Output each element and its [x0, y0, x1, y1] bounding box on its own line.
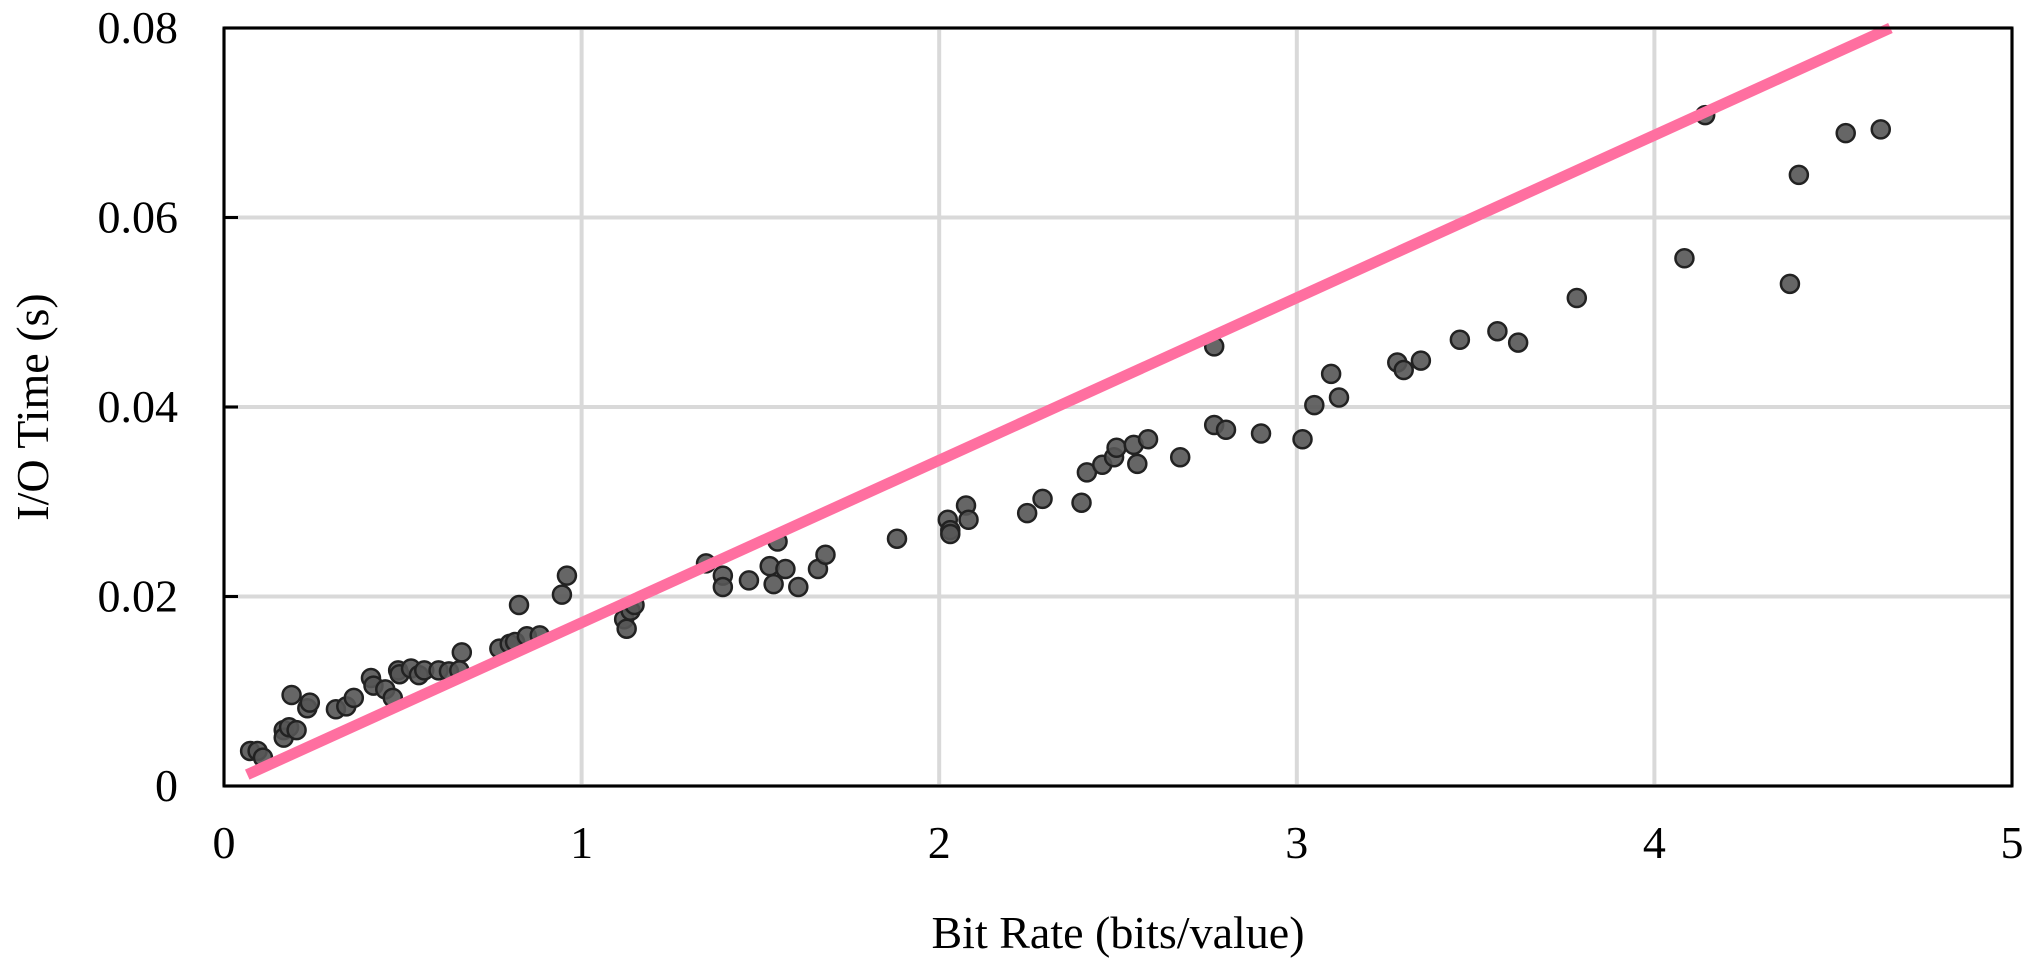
x-tick-label: 2	[928, 817, 951, 868]
data-point	[1674, 247, 1695, 269]
data-point	[1870, 119, 1892, 140]
data-point	[1215, 419, 1237, 440]
data-point	[556, 565, 578, 586]
data-point	[451, 642, 473, 663]
data-point	[1566, 287, 1588, 309]
fit-line	[244, 22, 1893, 780]
x-tick-label: 3	[1285, 817, 1308, 868]
data-point	[1393, 359, 1414, 381]
data-point	[815, 544, 836, 566]
data-point	[712, 576, 734, 598]
x-tick-label: 1	[570, 817, 593, 868]
data-point	[343, 687, 365, 709]
data-point	[299, 692, 321, 713]
data-point	[1835, 122, 1856, 144]
data-point	[1106, 437, 1127, 458]
data-point	[508, 594, 530, 616]
data-point	[1779, 273, 1801, 295]
data-point	[958, 509, 979, 531]
data-marks	[239, 22, 1893, 780]
y-tick-label: 0.02	[98, 571, 179, 622]
data-point	[1071, 492, 1092, 513]
data-point	[1250, 423, 1272, 444]
data-point	[788, 576, 809, 598]
y-tick-label: 0.06	[98, 192, 179, 243]
data-point	[1304, 394, 1325, 416]
data-point	[738, 570, 760, 591]
tick-labels: 0 1 2 3 4 5 0 0.02 0.04 0.06 0.08	[98, 2, 2024, 868]
data-point	[1320, 363, 1342, 385]
y-tick-label: 0.08	[98, 2, 179, 53]
data-point	[886, 528, 908, 549]
data-point	[1016, 502, 1038, 524]
data-point	[1328, 387, 1350, 408]
data-point	[1507, 332, 1529, 353]
data-point	[1487, 320, 1508, 342]
x-axis-title: Bit Rate (bits/value)	[931, 907, 1304, 958]
data-point	[1449, 329, 1471, 350]
data-point	[616, 618, 637, 639]
data-point	[551, 584, 573, 605]
data-point	[1127, 453, 1148, 475]
data-point	[775, 558, 796, 580]
data-point	[1292, 428, 1313, 450]
x-tick-label: 4	[1643, 817, 1666, 868]
y-tick-label: 0.04	[98, 381, 179, 432]
x-tick-label: 0	[213, 817, 236, 868]
data-point	[1788, 164, 1810, 186]
y-tick-label: 0	[155, 760, 178, 811]
data-point	[1410, 350, 1432, 371]
plot-frame	[222, 26, 2014, 788]
x-tick-label: 5	[2001, 817, 2024, 868]
data-point	[1169, 446, 1191, 468]
data-point	[940, 523, 961, 545]
grid-lines	[222, 26, 2014, 788]
data-point	[763, 573, 784, 595]
data-point	[1137, 428, 1159, 450]
data-point	[286, 719, 307, 741]
data-point	[281, 684, 302, 706]
data-point	[1032, 488, 1053, 510]
y-axis-title: I/O Time (s)	[7, 293, 58, 520]
